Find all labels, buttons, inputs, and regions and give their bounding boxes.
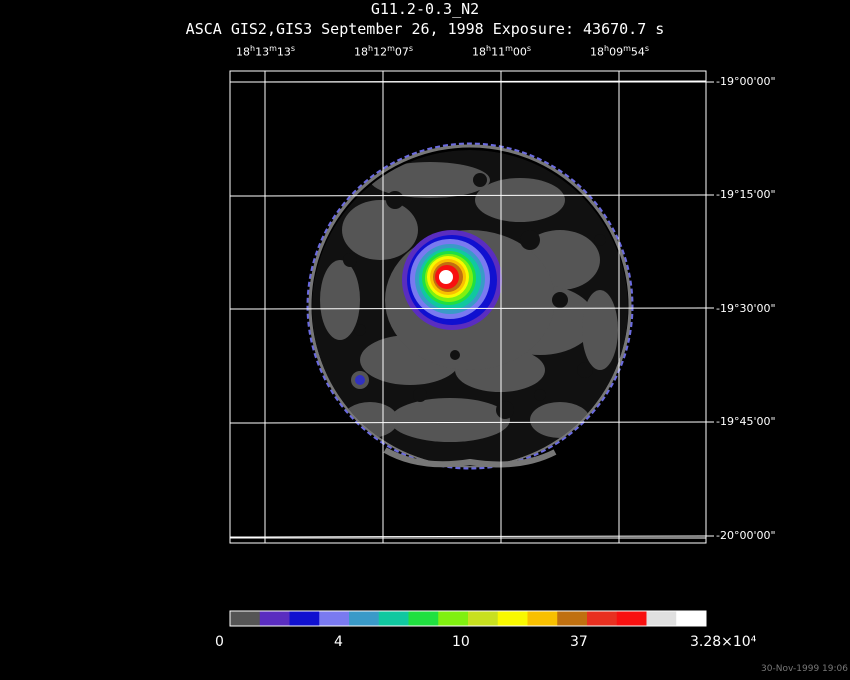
colorbar-segment bbox=[438, 611, 469, 626]
point-source bbox=[351, 371, 369, 389]
colorbar bbox=[230, 611, 707, 626]
colorbar-segment bbox=[289, 611, 320, 626]
dec-tick-label: -19°30'00" bbox=[716, 302, 776, 315]
ra-tick-label: 18h11m00s bbox=[472, 44, 532, 59]
dec-tick-label: -19°00'00" bbox=[716, 75, 776, 88]
coordinate-grid bbox=[229, 70, 714, 544]
colorbar-segment bbox=[349, 611, 380, 626]
colorbar-label: 0 bbox=[215, 634, 224, 650]
image-subtitle: ASCA GIS2,GIS3 September 26, 1998 Exposu… bbox=[185, 20, 665, 38]
colorbar-label: 10 bbox=[452, 634, 470, 650]
colorbar-segment bbox=[587, 611, 618, 626]
colorbar-label: 37 bbox=[570, 634, 588, 650]
bright-source bbox=[402, 230, 502, 330]
dec-tick-label: -19°15'00" bbox=[716, 188, 776, 201]
colorbar-segment bbox=[676, 611, 707, 626]
ra-tick-label: 18h13m13s bbox=[236, 44, 296, 59]
colorbar-segment bbox=[408, 611, 439, 626]
colorbar-segment bbox=[468, 611, 499, 626]
ra-tick-label: 18h12m07s bbox=[354, 44, 414, 59]
ra-tick-label: 18h09m54s bbox=[590, 44, 650, 59]
colorbar-segment bbox=[527, 611, 558, 626]
dec-tick-label: -20°00'00" bbox=[716, 529, 776, 542]
colorbar-segment bbox=[230, 611, 261, 626]
colorbar-segment bbox=[378, 611, 409, 626]
colorbar-segment bbox=[259, 611, 290, 626]
colorbar-label: 3.28×10⁴ bbox=[690, 634, 757, 650]
image-title: G11.2-0.3_N2 bbox=[370, 0, 480, 18]
colorbar-label: 4 bbox=[334, 634, 343, 650]
dec-tick-label: -19°45'00" bbox=[716, 415, 776, 428]
colorbar-segment bbox=[616, 611, 647, 626]
colorbar-segment bbox=[497, 611, 528, 626]
colorbar-segment bbox=[646, 611, 677, 626]
timestamp: 30-Nov-1999 19:06 bbox=[761, 664, 848, 674]
colorbar-segment bbox=[557, 611, 588, 626]
colorbar-segment bbox=[319, 611, 350, 626]
